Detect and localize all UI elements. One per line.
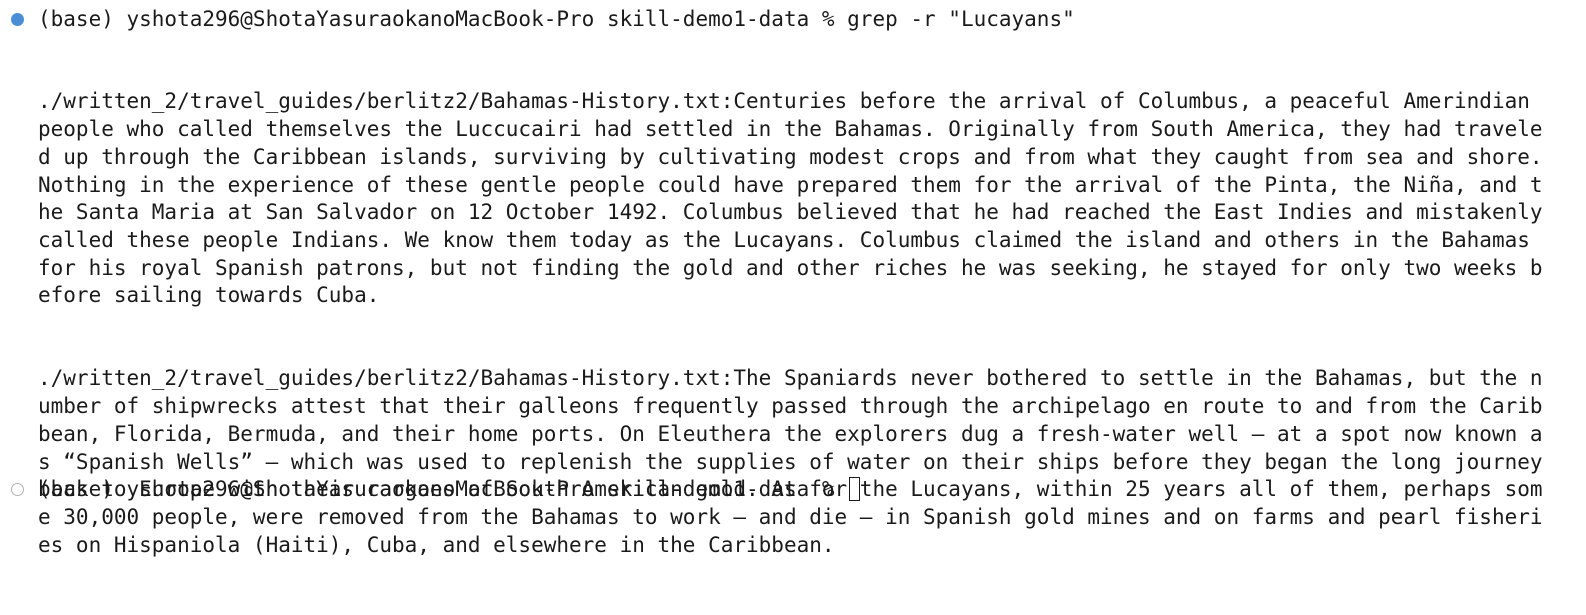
current-prompt-text: (base) yshota296@ShotaYasuraokanoMacBook… bbox=[38, 477, 848, 501]
text-cursor bbox=[849, 477, 861, 501]
command-pending-marker-icon bbox=[11, 483, 24, 496]
grep-match-line: ./written_2/travel_guides/berlitz2/Baham… bbox=[38, 89, 1556, 308]
command-output: ./written_2/travel_guides/berlitz2/Baham… bbox=[38, 33, 1546, 615]
grep-match-line: ./written_2/travel_guides/berlitz2/Baham… bbox=[38, 366, 1556, 557]
command-complete-marker-icon[interactable] bbox=[11, 13, 24, 26]
current-prompt[interactable]: (base) yshota296@ShotaYasuraokanoMacBook… bbox=[38, 476, 861, 504]
terminal-window[interactable]: (base) yshota296@ShotaYasuraokanoMacBook… bbox=[0, 0, 1586, 557]
previous-command-text: (base) yshota296@ShotaYasuraokanoMacBook… bbox=[38, 7, 1075, 31]
current-prompt-line[interactable]: (base) yshota296@ShotaYasuraokanoMacBook… bbox=[0, 476, 1586, 504]
previous-command-line: (base) yshota296@ShotaYasuraokanoMacBook… bbox=[0, 6, 1586, 34]
